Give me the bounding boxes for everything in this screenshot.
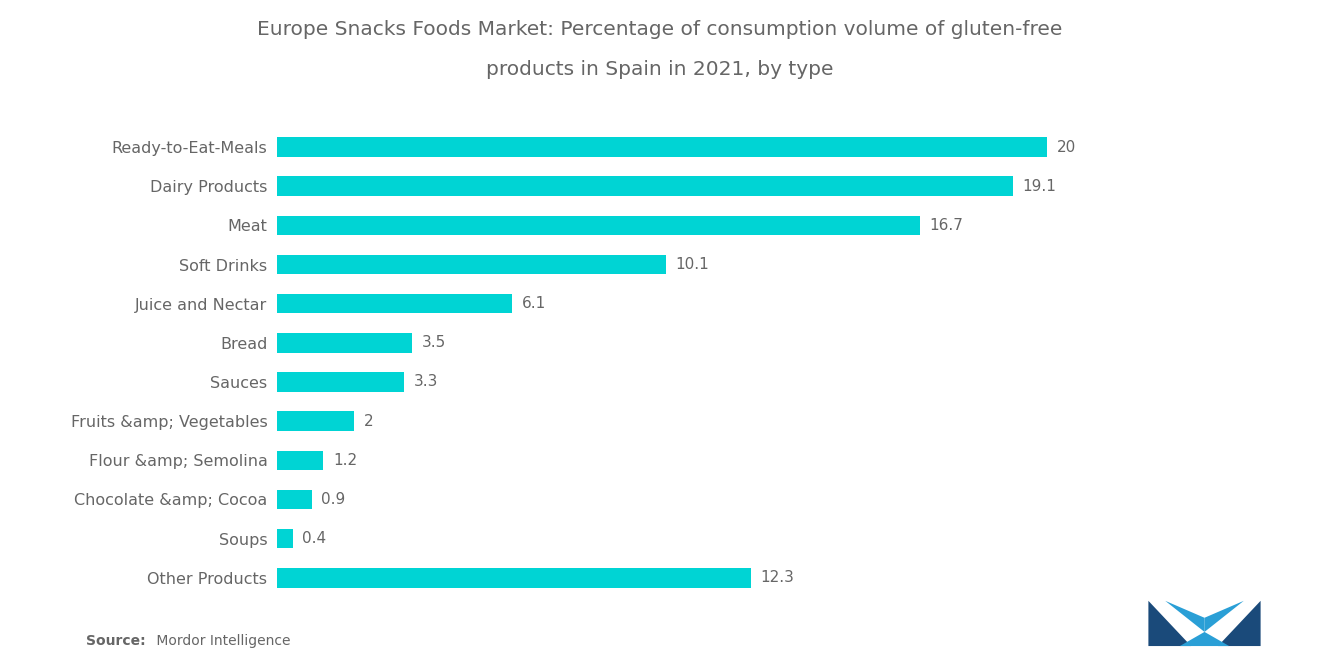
Text: 2: 2 xyxy=(364,414,374,429)
Bar xyxy=(277,215,920,235)
Text: 3.5: 3.5 xyxy=(421,335,446,350)
Text: Mordor Intelligence: Mordor Intelligence xyxy=(152,634,290,648)
Text: 16.7: 16.7 xyxy=(929,218,964,233)
Text: 12.3: 12.3 xyxy=(760,571,795,585)
Text: Source:: Source: xyxy=(86,634,145,648)
Text: products in Spain in 2021, by type: products in Spain in 2021, by type xyxy=(486,60,834,79)
Bar xyxy=(277,529,293,549)
Text: 1.2: 1.2 xyxy=(333,453,358,467)
Text: 0.9: 0.9 xyxy=(322,492,346,507)
Bar xyxy=(277,294,512,313)
Text: 19.1: 19.1 xyxy=(1022,179,1056,194)
Bar xyxy=(277,489,312,509)
Text: 10.1: 10.1 xyxy=(676,257,709,272)
Bar xyxy=(277,450,323,470)
Text: Europe Snacks Foods Market: Percentage of consumption volume of gluten-free: Europe Snacks Foods Market: Percentage o… xyxy=(257,20,1063,39)
Bar xyxy=(277,255,667,275)
Bar xyxy=(277,372,404,392)
Text: 6.1: 6.1 xyxy=(521,296,546,311)
Bar xyxy=(277,333,412,352)
Bar xyxy=(277,137,1047,157)
Bar xyxy=(277,176,1012,196)
Text: 0.4: 0.4 xyxy=(302,531,326,546)
Bar xyxy=(277,412,354,431)
Text: 3.3: 3.3 xyxy=(414,374,438,390)
Bar xyxy=(277,568,751,588)
Text: 20: 20 xyxy=(1057,140,1076,154)
